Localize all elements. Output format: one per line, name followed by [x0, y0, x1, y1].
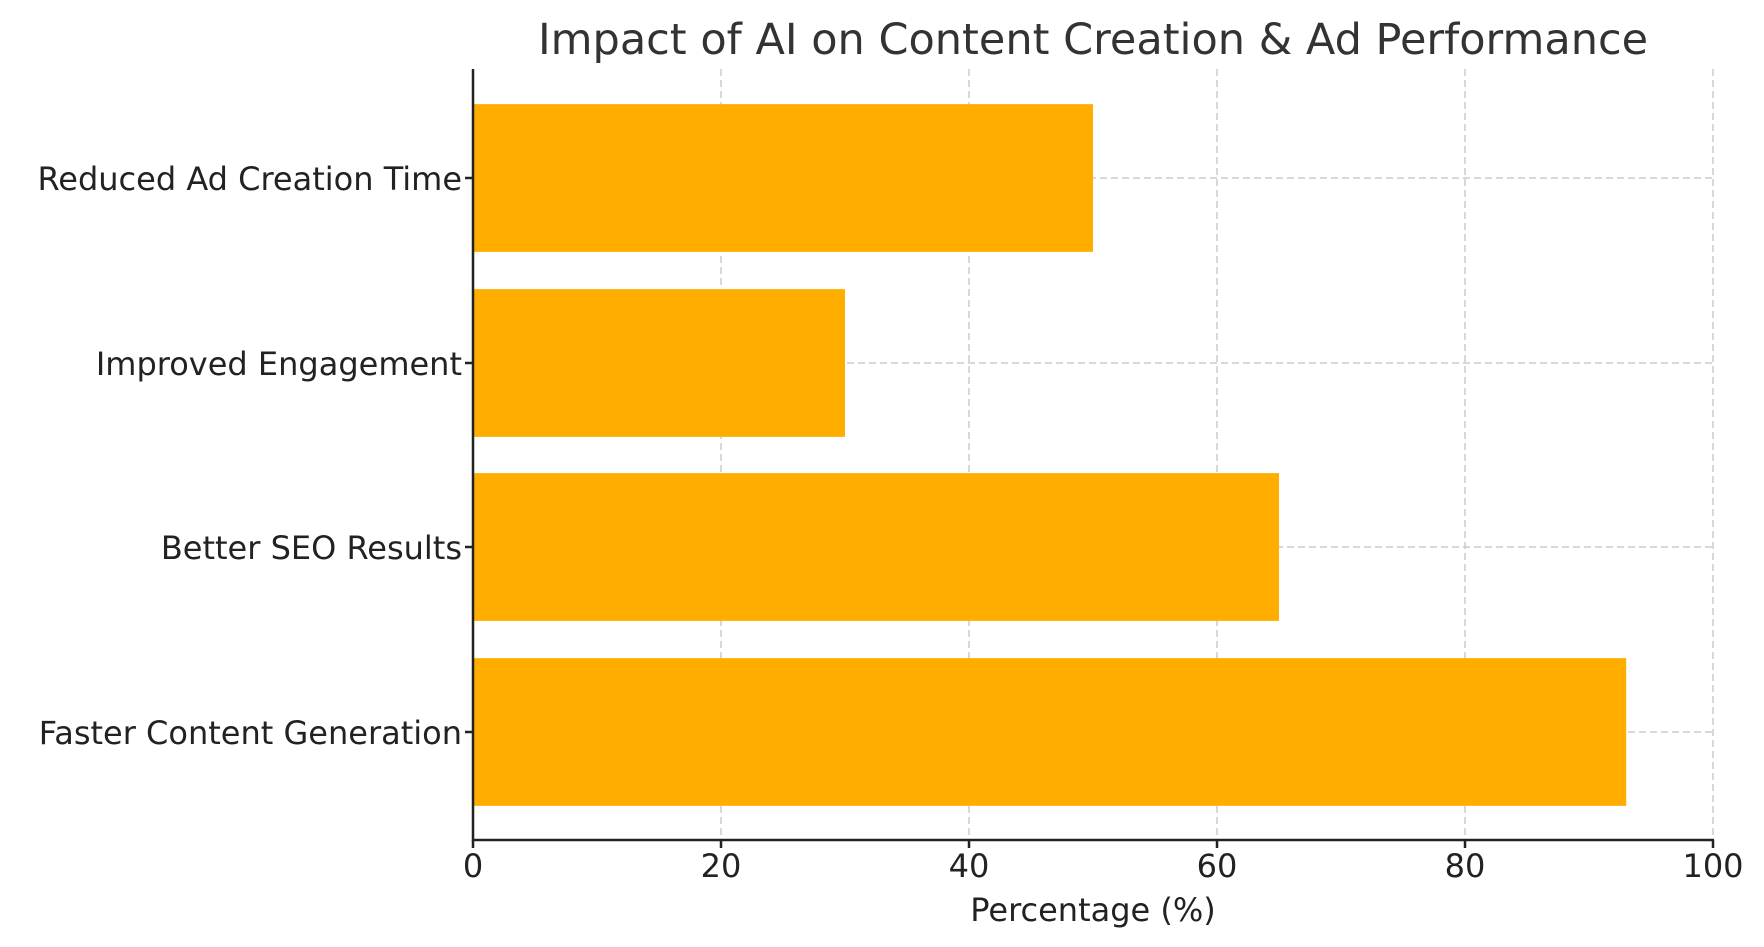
y-axis-ticks: Reduced Ad Creation Time Improved Engagem… [37, 160, 473, 752]
x-tick-label: 80 [1445, 847, 1486, 885]
x-axis-ticks: 0 20 40 60 80 100 [463, 840, 1744, 885]
y-tick-label: Improved Engagement [96, 345, 462, 383]
y-tick-label: Reduced Ad Creation Time [37, 160, 462, 198]
x-tick-label: 40 [949, 847, 990, 885]
bars [473, 104, 1627, 806]
x-tick-label: 20 [701, 847, 742, 885]
bar [473, 658, 1627, 806]
y-tick-label: Better SEO Results [161, 529, 462, 567]
x-tick-label: 60 [1197, 847, 1238, 885]
x-axis-label: Percentage (%) [970, 891, 1216, 929]
x-tick-label: 0 [463, 847, 483, 885]
chart-title: Impact of AI on Content Creation & Ad Pe… [538, 15, 1648, 65]
bar [473, 473, 1279, 621]
x-tick-label: 100 [1682, 847, 1743, 885]
bar [473, 289, 845, 437]
y-tick-label: Faster Content Generation [39, 714, 462, 752]
bar [473, 104, 1093, 252]
